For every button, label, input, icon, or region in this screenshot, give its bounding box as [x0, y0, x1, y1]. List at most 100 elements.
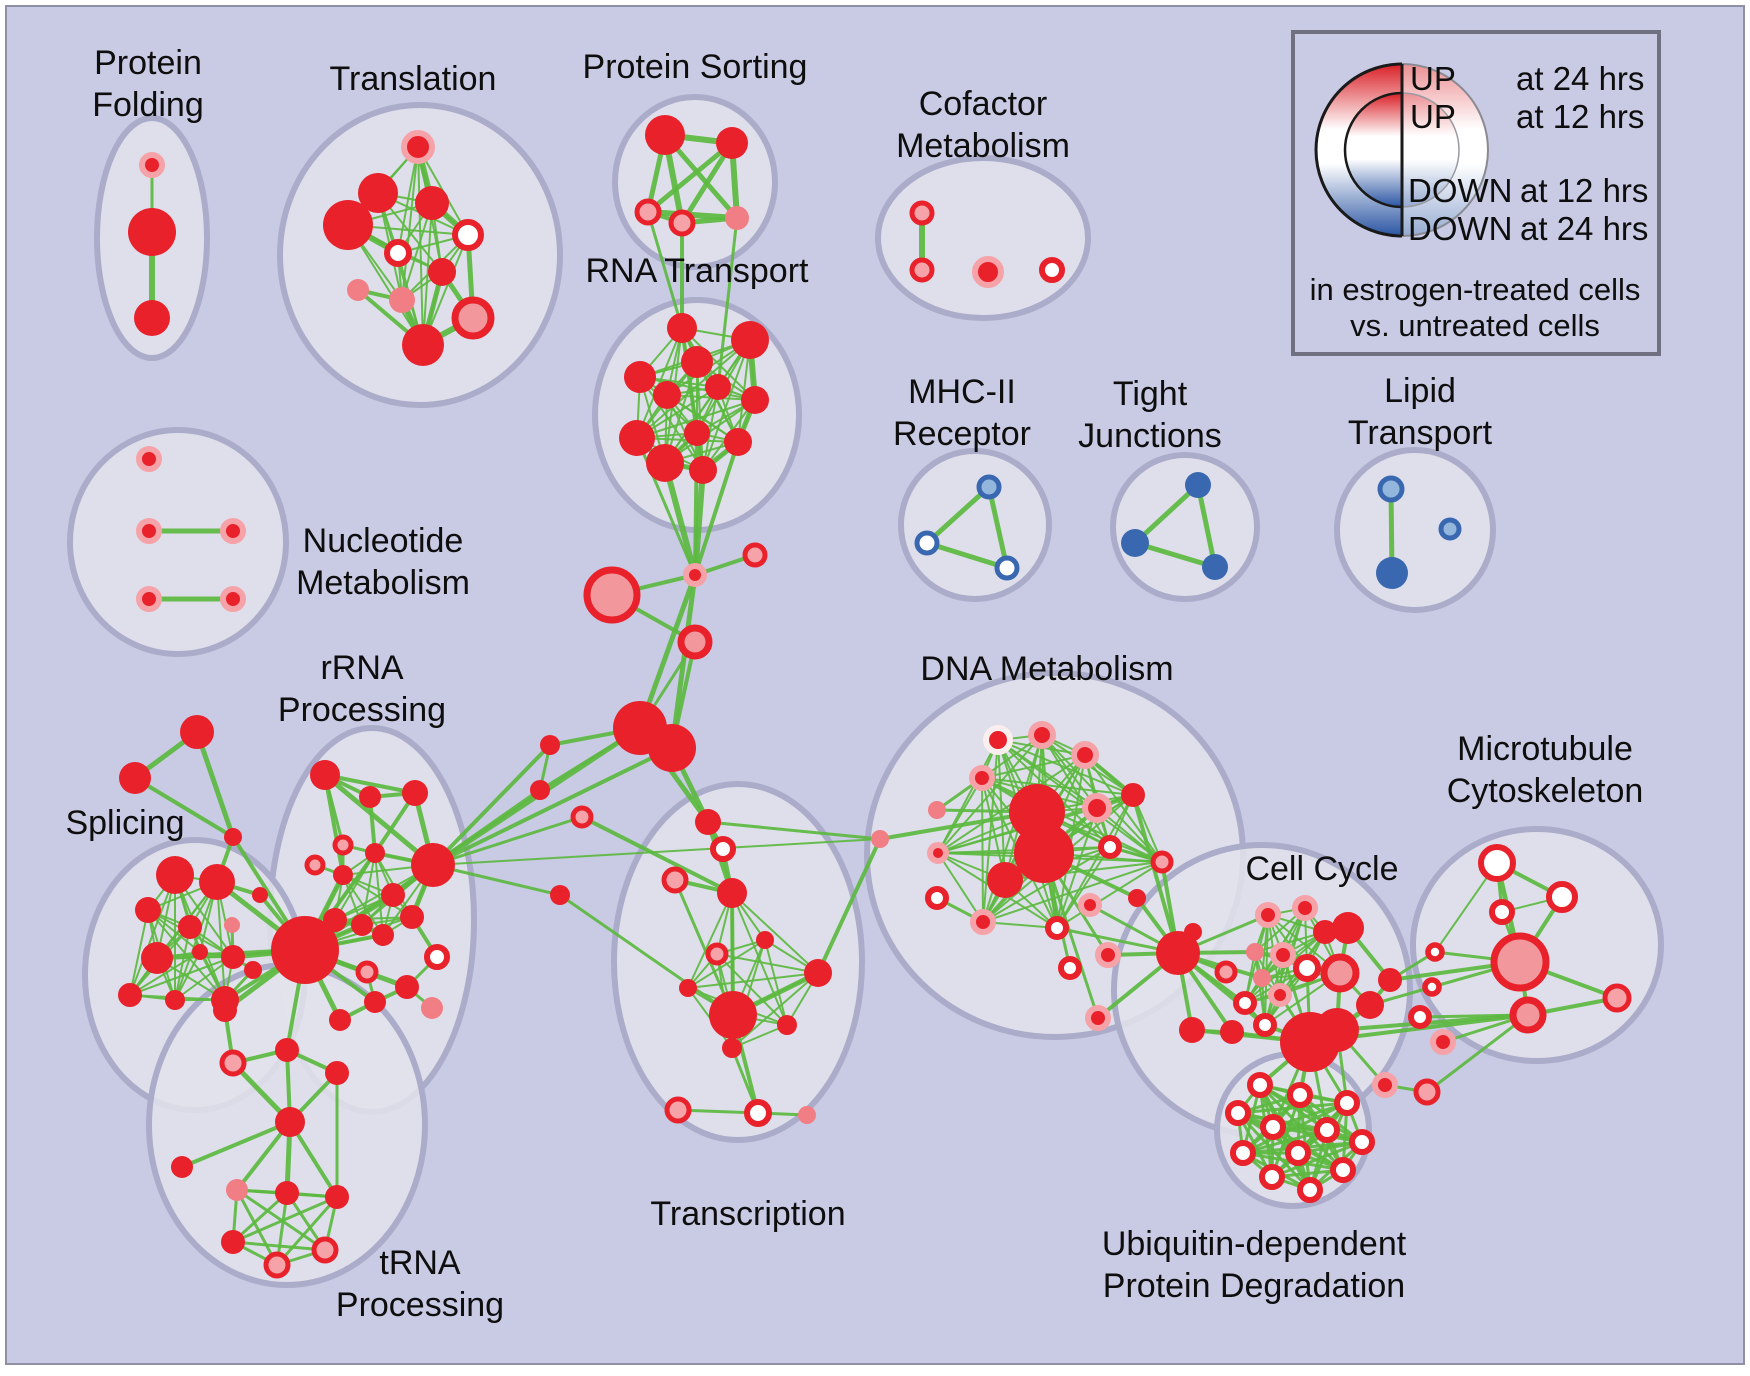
gene-node-154-pink — [1253, 969, 1271, 987]
mesh-edge-6 — [275, 1195, 339, 1267]
gene-node-180-ring_white — [1349, 1129, 1375, 1155]
mesh-edge-6 — [231, 1191, 289, 1244]
mesh-edge-7 — [216, 881, 226, 1001]
gene-node-49-ring_pink — [742, 542, 768, 568]
gene-node-131-ring_white — [1098, 835, 1122, 859]
gene-node-176-ring_white — [1334, 1090, 1360, 1116]
cluster-ellipse-tight-junctions — [1110, 452, 1260, 602]
gene-node-8-ring_white — [384, 239, 412, 267]
cluster-label-rrna-processing-line1: rRNA — [320, 649, 403, 687]
edge-103-119 — [706, 820, 882, 841]
gene-node-147-halo — [1292, 895, 1318, 921]
gene-node-186-halo — [1372, 1072, 1398, 1098]
edge-62-54 — [431, 746, 674, 867]
edge-55-57 — [323, 773, 417, 795]
gene-node-166-ring_white — [1489, 899, 1515, 925]
legend-footnote-1: in estrogen-treated cells — [1310, 272, 1641, 307]
gene-node-81-up — [178, 915, 202, 939]
gene-node-120-halo_white — [983, 725, 1013, 755]
cluster-ellipse-protein-sorting — [612, 94, 778, 270]
gene-node-123-halo — [969, 765, 995, 791]
gene-node-54-up — [648, 724, 696, 772]
gene-node-115-ring_white — [744, 1099, 772, 1127]
gene-node-91-up — [213, 998, 237, 1022]
edge-76-77 — [133, 776, 235, 839]
mesh-edge-1 — [1264, 931, 1326, 1026]
gene-node-52-pink_core — [677, 624, 713, 660]
gene-node-62-up — [411, 843, 455, 887]
legend-box — [1291, 30, 1661, 356]
gene-node-12-pink_core — [451, 296, 495, 340]
gene-node-157-ring_white — [1253, 1013, 1277, 1037]
legend-down12-time: at 12 hrs — [1520, 172, 1648, 209]
gene-node-155-halo — [1268, 983, 1292, 1007]
gene-node-104-ring_white — [710, 836, 736, 862]
gene-node-34-ring_white — [1039, 257, 1065, 283]
legend-updown-glyph — [1314, 62, 1489, 238]
mesh-edge-2 — [982, 861, 1163, 923]
cluster-label-protein-folding-line2: Folding — [92, 86, 204, 124]
gene-node-101-ring_pink — [311, 1236, 339, 1264]
gene-node-164-ring_white — [1478, 844, 1516, 882]
mesh-edge-0 — [1236, 1101, 1349, 1115]
gene-node-4-up — [358, 173, 398, 213]
gene-node-177-ring_white — [1225, 1100, 1251, 1126]
cluster-ellipse-nucleotide-metabolism — [67, 427, 289, 657]
cluster-label-trna-processing-line1: tRNA — [379, 1244, 461, 1282]
edge-40-42 — [986, 484, 1010, 571]
edge-106-117 — [580, 815, 734, 895]
gene-node-25-up — [741, 386, 769, 414]
mesh-edge-2 — [937, 852, 984, 923]
cluster-label-protein-folding-line1: Protein — [94, 44, 202, 82]
gene-node-136-ring_white — [1045, 916, 1069, 940]
legend-down24-time: at 24 hrs — [1520, 210, 1648, 247]
gene-node-153-pink_core — [1320, 953, 1360, 993]
mesh-edge-7 — [174, 956, 234, 1001]
gene-node-43-down — [1185, 472, 1211, 498]
cluster-label-lipid-transport-line1: Lipid — [1384, 372, 1456, 410]
edge-171-187 — [1425, 1013, 1530, 1094]
gene-node-42-down_ring_white — [994, 555, 1020, 581]
gene-node-63-up — [381, 883, 405, 907]
gene-node-121-halo — [1028, 721, 1056, 749]
gene-node-182-ring_white — [1285, 1140, 1311, 1166]
cluster-label-protein-sorting-line1: Protein Sorting — [583, 48, 808, 86]
mesh-edge-8 — [731, 892, 819, 974]
gene-node-185-ring_white — [1297, 1177, 1323, 1203]
mesh-edge-2 — [997, 739, 1163, 863]
gene-node-26-up — [684, 420, 710, 446]
edge-62-119 — [432, 838, 881, 866]
gene-node-10-pink — [347, 279, 369, 301]
gene-node-170-ring_pink — [1602, 983, 1632, 1013]
mesh-edge-3 — [702, 339, 751, 471]
cluster-label-nucleotide-metabolism-line2: Metabolism — [296, 564, 470, 602]
edge-16-19 — [646, 210, 684, 330]
gene-node-44-down — [1121, 529, 1149, 557]
cluster-ellipse-cofactor-metabolism — [875, 155, 1091, 321]
mesh-edge-6 — [231, 1240, 327, 1252]
gene-node-78-up — [156, 856, 194, 894]
gene-node-51-pink_core — [583, 566, 641, 624]
gene-node-127-up — [987, 862, 1023, 898]
mesh-edge-8 — [687, 972, 819, 989]
edge-50-53 — [637, 572, 698, 731]
gene-node-187-ring_pink — [1413, 1078, 1441, 1106]
mesh-edge-2 — [1084, 754, 1163, 863]
gene-node-111-up — [709, 991, 757, 1039]
gene-node-140-halo — [1095, 942, 1121, 968]
gene-node-143-up — [1179, 1017, 1205, 1043]
gene-node-116-pink — [798, 1106, 816, 1124]
gene-node-75-up — [180, 715, 214, 749]
mesh-edge-6 — [231, 1195, 339, 1244]
edge-111-118 — [558, 893, 735, 1017]
edge-41-42 — [924, 540, 1010, 571]
gene-node-94-up — [325, 1061, 349, 1085]
gene-node-45-down — [1202, 554, 1228, 580]
gene-node-103-up — [695, 809, 721, 835]
cluster-label-nucleotide-metabolism-line1: Nucleotide — [303, 522, 464, 560]
gene-node-6-up — [323, 200, 373, 250]
mesh-edge-7 — [129, 956, 234, 996]
gene-node-96-up — [171, 1156, 193, 1178]
gene-node-162-up — [1220, 1020, 1244, 1044]
cluster-label-tight-junctions-line2: Junctions — [1078, 417, 1222, 455]
